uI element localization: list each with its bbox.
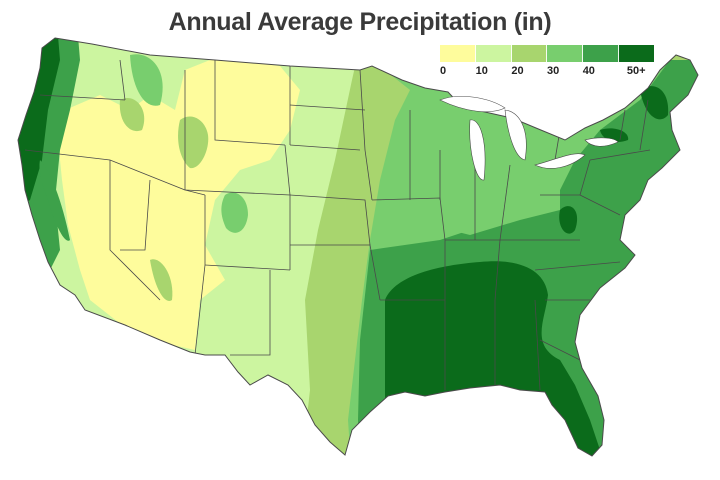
precipitation-legend: 0 10 20 30 40 50+: [440, 45, 654, 77]
legend-swatch: [475, 45, 512, 62]
legend-swatch: [547, 45, 584, 62]
legend-swatch: [511, 45, 548, 62]
us-outline: [17, 37, 699, 457]
legend-tick-label: 10: [475, 65, 488, 77]
legend-swatch: [619, 45, 654, 62]
legend-swatch: [583, 45, 620, 62]
legend-tick-label: 30: [547, 65, 560, 77]
legend-tick-label: 20: [511, 65, 524, 77]
map-title: Annual Average Precipitation (in): [168, 8, 552, 36]
legend-ticks: 0 10 20 30 40 50+: [440, 65, 654, 77]
legend-swatches: [440, 45, 654, 62]
legend-tick-label: 50+: [626, 65, 646, 77]
legend-tick-label: 0: [440, 65, 447, 77]
great-lakes: [439, 95, 619, 181]
legend-tick-label: 40: [582, 65, 595, 77]
legend-swatch: [440, 45, 476, 62]
state-borders: [24, 59, 651, 391]
